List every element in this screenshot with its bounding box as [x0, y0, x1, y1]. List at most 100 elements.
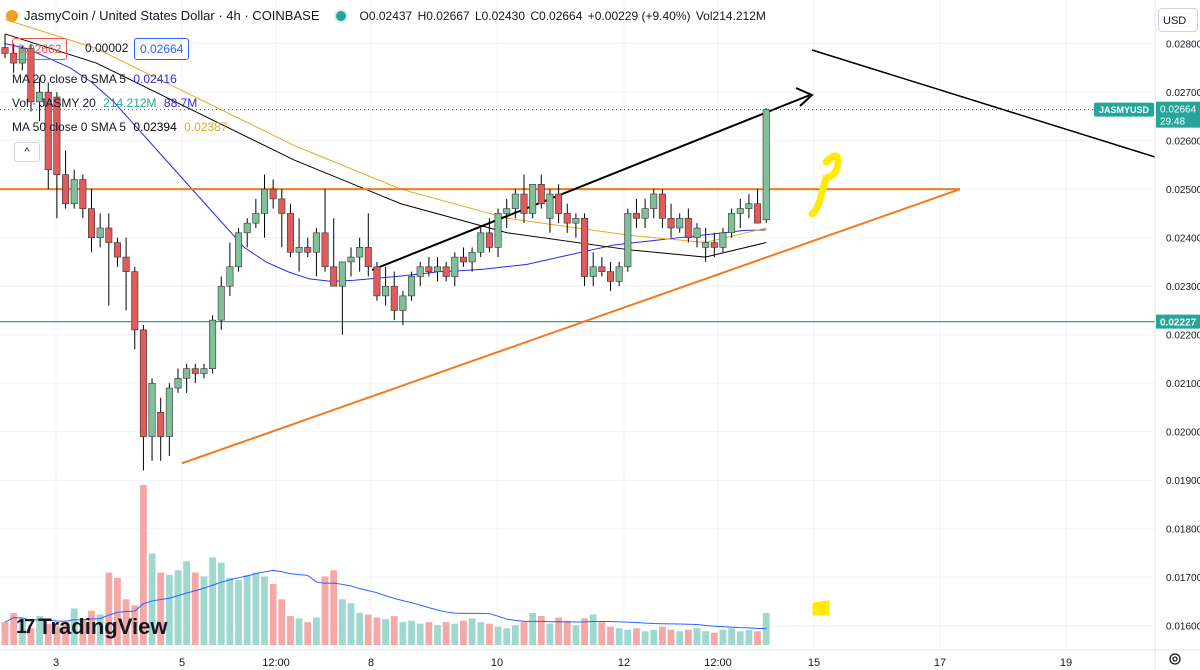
- time-tick-label: 8: [368, 657, 374, 669]
- volume-bar: [191, 572, 199, 645]
- last-price-tag-box: [1156, 101, 1200, 128]
- volume-bar: [607, 626, 614, 645]
- ma50-legend[interactable]: MA 50 close 0 SMA 5 0.02394 0.02387: [12, 120, 232, 134]
- candle-up: [260, 188, 268, 214]
- candle-up: [36, 91, 44, 103]
- volume-ma-polyline: [4, 569, 767, 630]
- volume-bar: [122, 599, 130, 645]
- volume-bar: [408, 620, 415, 645]
- volume-bar: [390, 616, 398, 645]
- volume-bar: [200, 576, 208, 645]
- candle-down: [364, 247, 372, 268]
- visibility-icon[interactable]: [333, 8, 348, 23]
- candle-up: [693, 227, 701, 238]
- ma20-legend[interactable]: MA 20 close 0 SMA 5 0.02416: [12, 72, 181, 86]
- candle-down: [139, 329, 147, 437]
- volume-bar: [520, 622, 528, 645]
- volume-bar: [1, 622, 9, 645]
- candle-down: [485, 232, 493, 248]
- tradingview-logo[interactable]: 17 TradingView: [16, 614, 167, 640]
- candle-up: [736, 208, 744, 214]
- candle-down: [278, 198, 286, 214]
- candle-up: [468, 251, 476, 263]
- price-tick-label: 0.02500: [1166, 185, 1200, 196]
- volume-bar: [529, 613, 537, 645]
- volume-bar: [217, 562, 225, 645]
- low-value: L0.02430: [474, 8, 526, 23]
- volume-bar: [710, 632, 718, 645]
- volume-bar: [27, 628, 35, 645]
- candle-down: [520, 193, 528, 214]
- volume-bar: [105, 572, 113, 645]
- support-tag-box: [1156, 314, 1200, 329]
- price-tick-label: 0.02700: [1166, 88, 1200, 99]
- volume-bar: [624, 629, 632, 645]
- volume-bar: [183, 561, 191, 645]
- volume-bar: [676, 631, 684, 645]
- symbol-tag-text: JASMYUSD: [1099, 105, 1150, 115]
- volume-ma-line: [4, 569, 767, 630]
- candle-up: [148, 382, 156, 437]
- candle-up: [650, 193, 658, 209]
- volume-bar: [261, 576, 268, 645]
- symbol-tag-box: [1094, 102, 1154, 117]
- candle-up: [408, 276, 416, 297]
- high-value: H0.02667: [417, 8, 470, 23]
- collapse-legend-button[interactable]: ^: [14, 142, 40, 162]
- ascending-trendline: [181, 188, 961, 465]
- candle-down: [286, 213, 294, 253]
- volume-bar: [10, 613, 18, 645]
- candle-down: [321, 232, 329, 268]
- volume-bar: [615, 628, 623, 645]
- volume-bar: [373, 617, 381, 645]
- candle-up: [174, 378, 182, 389]
- candle-down: [667, 217, 675, 229]
- volume-bar: [555, 617, 562, 645]
- price-tick-label: 0.01700: [1166, 573, 1200, 584]
- candle-up: [572, 217, 580, 224]
- candle-down: [390, 285, 398, 311]
- volume-bar: [295, 618, 303, 645]
- candle-up: [511, 193, 519, 209]
- ohlc-values: O0.02437 H0.02667 L0.02430 C0.02664 +0.0…: [360, 9, 768, 23]
- volume-bar: [287, 616, 294, 645]
- volume-bar: [598, 622, 606, 645]
- symbol-title[interactable]: JasmyCoin / United States Dollar · 4h · …: [24, 8, 320, 23]
- candle-up: [252, 213, 260, 224]
- volume-bar: [269, 584, 277, 645]
- candle-down: [598, 266, 606, 272]
- volume-legend[interactable]: Vol · JASMY 20 214.212M 88.7M: [12, 96, 201, 110]
- price-tick-label: 0.02100: [1166, 379, 1200, 390]
- price-tick-label: 0.02300: [1166, 282, 1200, 293]
- candle-up: [433, 266, 441, 272]
- candle-down: [27, 48, 35, 103]
- volume-bar: [736, 631, 744, 645]
- sell-price-box[interactable]: 0.02662: [12, 38, 68, 60]
- candle-down: [330, 266, 338, 287]
- candle-down: [304, 247, 312, 253]
- candle-down: [79, 179, 87, 209]
- candle-up: [18, 48, 26, 64]
- currency-selector[interactable]: USD: [1158, 8, 1198, 32]
- volume-bar: [650, 629, 658, 645]
- candle-up: [226, 266, 234, 287]
- volume-bar: [702, 631, 710, 645]
- volume-bar: [399, 622, 407, 645]
- volume-bar: [157, 572, 165, 645]
- candle-up: [338, 261, 346, 287]
- volume-bar: [434, 625, 441, 645]
- volume-bar: [88, 610, 95, 645]
- volume-bar: [745, 629, 753, 645]
- candle-up: [745, 203, 753, 209]
- candle-up: [702, 242, 710, 248]
- candle-up: [503, 208, 511, 214]
- volume-value: Vol214.212M: [695, 8, 766, 23]
- volume-bar: [451, 623, 459, 645]
- volume-bar: [762, 613, 770, 645]
- buy-price-box[interactable]: 0.02664: [134, 38, 190, 60]
- settings-gear-icon[interactable]: [1168, 652, 1182, 666]
- candle-down: [632, 213, 640, 219]
- candle-up: [676, 217, 684, 229]
- candle-down: [53, 96, 61, 175]
